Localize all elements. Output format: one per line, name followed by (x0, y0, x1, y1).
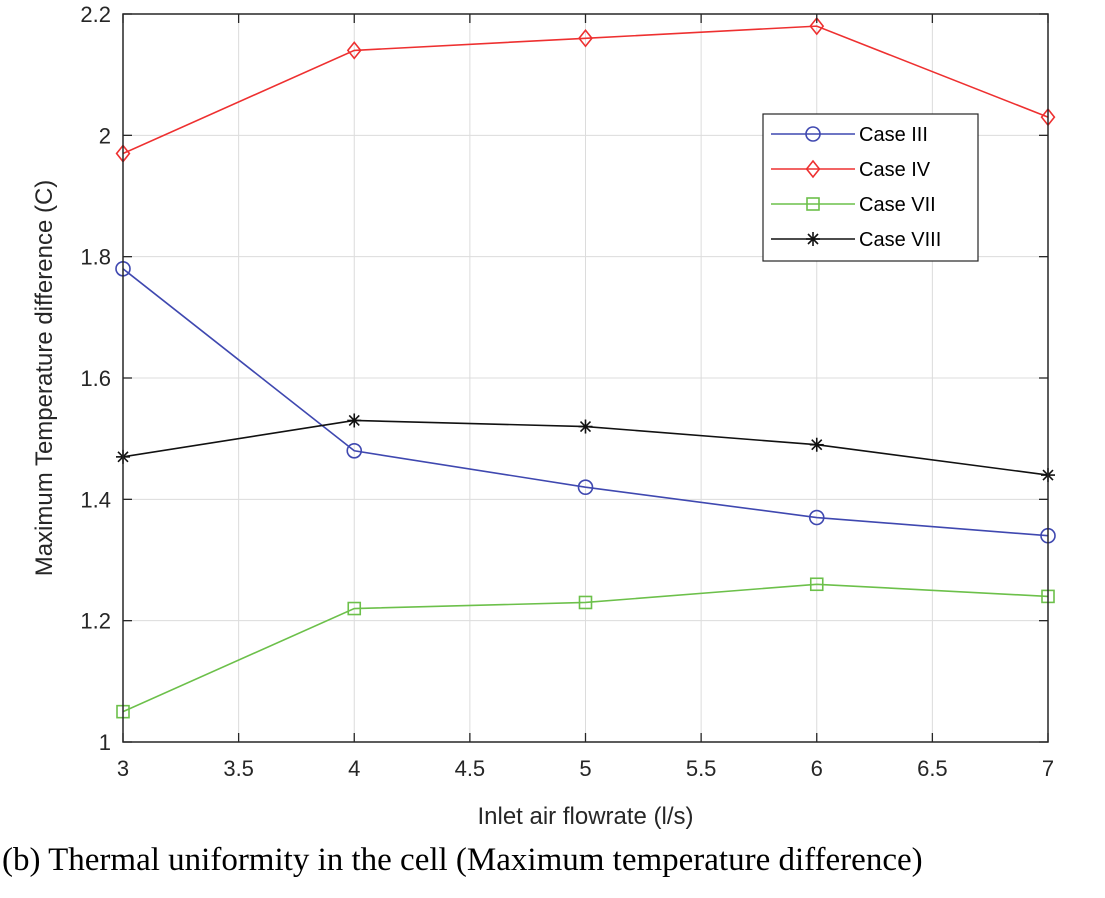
y-tick-label: 2.2 (80, 2, 111, 27)
x-axis-label: Inlet air flowrate (l/s) (477, 803, 693, 830)
ticks: 3 3.5 4 4.5 5 5.5 6 6.5 7 1 1.2 1.4 1.6 1.8 2 2.2 (80, 2, 1054, 781)
x-tick-label: 6 (811, 756, 823, 781)
y-tick-label: 1.4 (80, 487, 111, 512)
data-point-case-iv (346, 41, 362, 60)
data-point-case-viii (578, 419, 593, 434)
x-tick-label: 7 (1042, 756, 1054, 781)
data-point-case-vii (347, 601, 362, 616)
x-tick-label: 5.5 (686, 756, 717, 781)
series-line-case-iv (122, 25, 1049, 155)
y-tick-label: 1 (99, 730, 111, 755)
data-point-case-vii (809, 577, 824, 592)
y-tick-label: 1.2 (80, 609, 111, 634)
legend-entry-case-iv: Case IV (771, 159, 931, 181)
legend-marker (805, 126, 821, 142)
series-case-iv (115, 16, 1056, 163)
data-point-case-viii (347, 413, 362, 428)
data-point-case-iii (346, 442, 363, 459)
legend-label: Case IV (859, 159, 931, 181)
y-tick-label: 2 (99, 123, 111, 148)
y-axis-label: Maximum Temperature difference (C) (31, 180, 58, 577)
y-tick-label: 1.6 (80, 366, 111, 391)
data-point-case-iii (577, 479, 594, 496)
legend-label: Case III (859, 124, 928, 146)
legend-label: Case VII (859, 194, 936, 216)
legend-box (762, 113, 979, 262)
x-tick-label: 4 (348, 756, 360, 781)
x-tick-label: 6.5 (917, 756, 948, 781)
series-line-case-iii (122, 268, 1049, 537)
legend-marker (806, 232, 820, 246)
legend: Case III Case IV Case VII Case VIII (762, 113, 979, 262)
data-point-case-iv (578, 28, 593, 48)
figure-caption: (b) Thermal uniformity in the cell (Maxi… (2, 842, 923, 878)
series-layer (115, 16, 1056, 719)
x-tick-label: 3.5 (223, 756, 254, 781)
legend-entry-case-viii: Case VIII (771, 229, 941, 251)
data-point-case-vii (578, 595, 593, 610)
chart: 3 3.5 4 4.5 5 5.5 6 6.5 7 1 1.2 1.4 1.6 1.8 2 2.2 Inlet… (31, 2, 1056, 830)
x-tick-label: 5 (579, 756, 591, 781)
data-point-case-iii (808, 509, 825, 526)
x-tick-label: 4.5 (455, 756, 486, 781)
x-tick-label: 3 (117, 756, 129, 781)
data-point-case-viii (809, 437, 824, 452)
legend-entry-case-vii: Case VII (771, 194, 936, 216)
series-line-case-vii (122, 583, 1049, 713)
y-tick-label: 1.8 (80, 245, 111, 270)
legend-marker (806, 197, 820, 211)
legend-entry-case-iii: Case III (771, 124, 928, 146)
legend-label: Case VIII (859, 229, 941, 251)
legend-marker (805, 159, 821, 179)
data-point-case-iv (809, 16, 825, 36)
